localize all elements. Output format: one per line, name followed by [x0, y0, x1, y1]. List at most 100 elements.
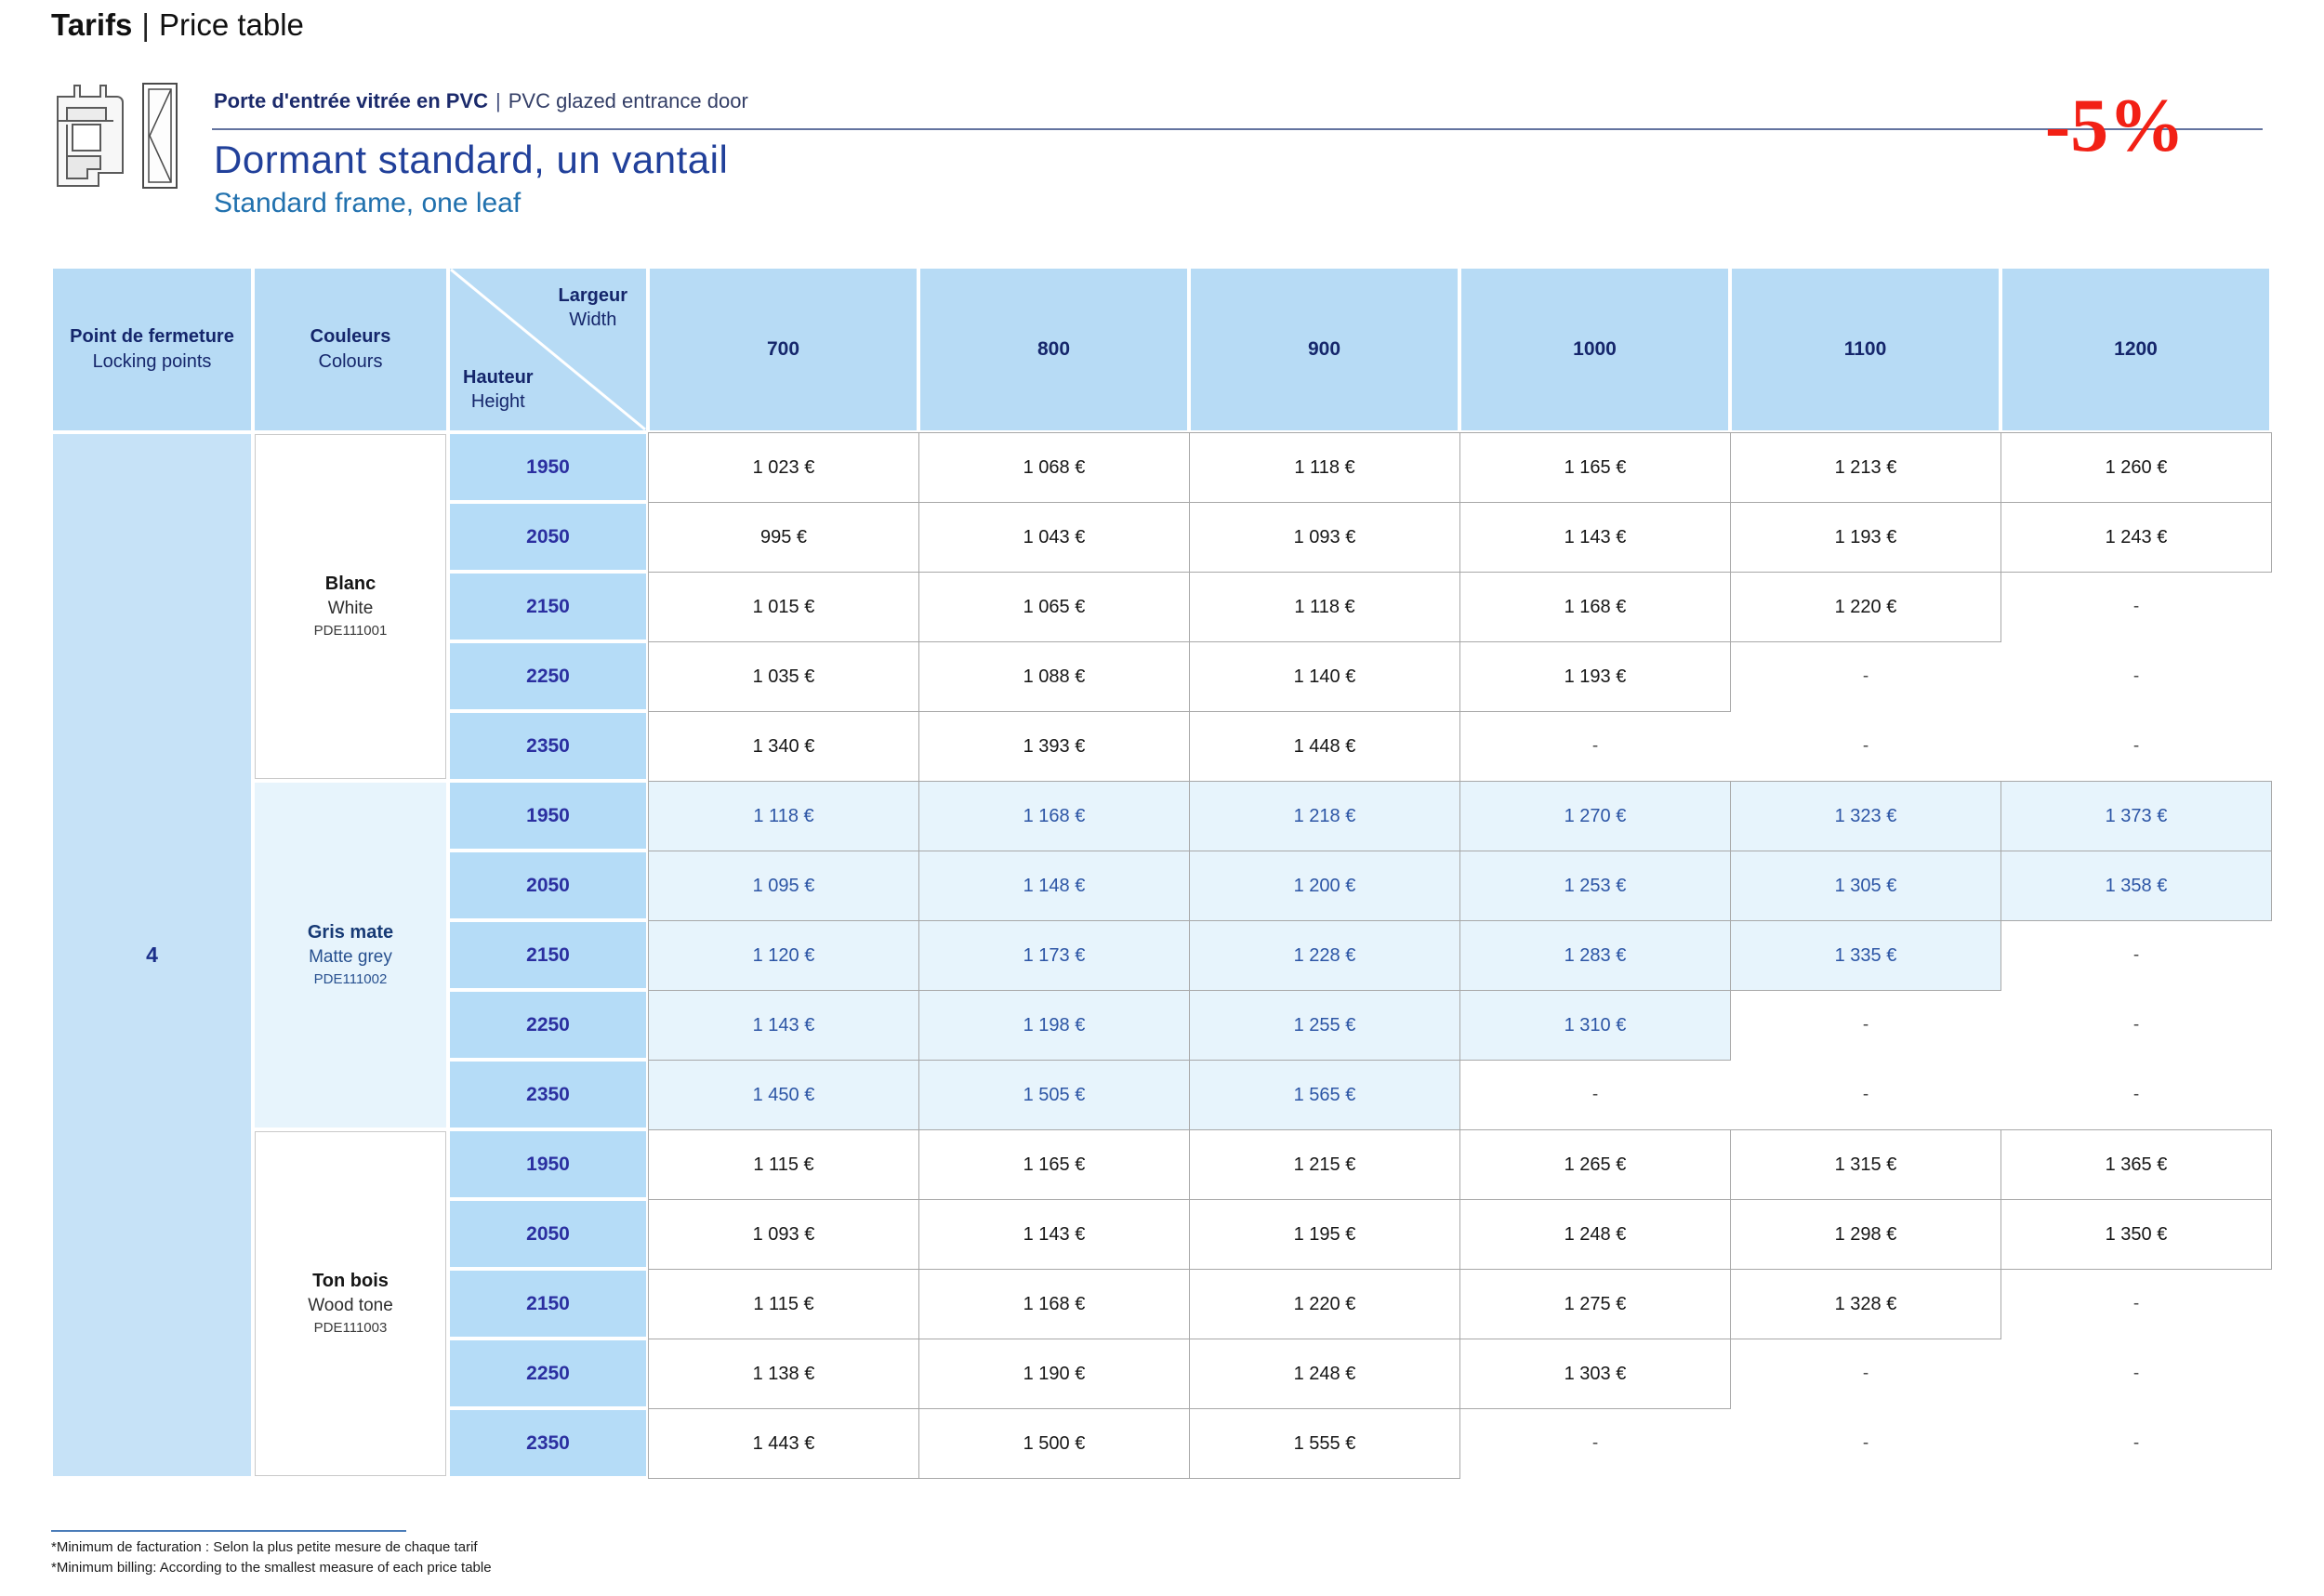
- door-profile-section-icon: [57, 85, 124, 187]
- height-label-fr: Hauteur: [463, 367, 534, 388]
- height-cell-2250: 2250: [450, 1340, 646, 1406]
- variant-title-en: Standard frame, one leaf: [214, 188, 522, 218]
- product-name-separator: |: [495, 89, 501, 112]
- price-cell: 1 218 €: [1189, 781, 1460, 851]
- price-cell: 1 088 €: [918, 641, 1190, 712]
- page-title-fr: Tarifs: [51, 7, 133, 42]
- empty-price-cell: -: [2133, 1364, 2140, 1383]
- height-label-en: Height: [470, 391, 525, 412]
- price-cell: 1 565 €: [1189, 1060, 1460, 1130]
- width-header-900: 900: [1191, 269, 1458, 430]
- price-cell: 1 448 €: [1189, 711, 1460, 782]
- price-cell: 1 190 €: [918, 1339, 1190, 1409]
- empty-price-cell: -: [2133, 736, 2140, 756]
- price-cell: 1 323 €: [1730, 781, 2001, 851]
- price-cell: 995 €: [648, 502, 919, 573]
- price-cell: 1 340 €: [648, 711, 919, 782]
- width-header-800: 800: [920, 269, 1187, 430]
- price-cell: 1 328 €: [1730, 1269, 2001, 1339]
- price-cell: 1 068 €: [918, 432, 1190, 503]
- price-cell: 1 265 €: [1459, 1129, 1731, 1200]
- product-name-fr: Porte d'entrée vitrée en PVC: [214, 89, 489, 112]
- color-name-fr: Ton bois: [312, 1271, 389, 1292]
- color-name-fr: Gris mate: [307, 922, 394, 943]
- price-cell: 1 035 €: [648, 641, 919, 712]
- price-cell: 1 283 €: [1459, 920, 1731, 991]
- price-cell: 1 310 €: [1459, 990, 1731, 1061]
- empty-price-cell: -: [1862, 666, 1869, 686]
- color-cell-pde111002: Gris mate Matte grey PDE111002: [255, 783, 446, 1128]
- price-cell: 1 015 €: [648, 572, 919, 642]
- locking-points-header-fr: Point de fermeture: [70, 326, 234, 347]
- price-cell: 1 365 €: [2000, 1129, 2272, 1200]
- height-cell-2050: 2050: [450, 1201, 646, 1267]
- product-name-line: Porte d'entrée vitrée en PVC | PVC glazed …: [214, 89, 748, 113]
- empty-price-cell: -: [1862, 1015, 1869, 1035]
- empty-price-cell: -: [1862, 1433, 1869, 1453]
- empty-price-cell: -: [1862, 736, 1869, 756]
- height-cell-2150: 2150: [450, 922, 646, 988]
- header-divider-line: [212, 128, 2263, 130]
- price-cell: 1 358 €: [2000, 851, 2272, 921]
- price-cell: 1 093 €: [1189, 502, 1460, 573]
- price-cell: 1 118 €: [1189, 432, 1460, 503]
- colours-header: Couleurs Colours: [255, 269, 446, 430]
- footnote-rule: [51, 1530, 406, 1532]
- price-cell: 1 255 €: [1189, 990, 1460, 1061]
- color-cell-pde111003: Ton bois Wood tone PDE111003: [255, 1131, 446, 1476]
- price-cell: 1 450 €: [648, 1060, 919, 1130]
- empty-price-cell: -: [2133, 666, 2140, 686]
- empty-price-cell: -: [1591, 1085, 1599, 1104]
- price-cell: 1 275 €: [1459, 1269, 1731, 1339]
- color-code: PDE111003: [313, 1320, 388, 1337]
- color-name-fr: Blanc: [324, 574, 376, 595]
- width-label-fr: Largeur: [558, 285, 627, 306]
- price-cell: 1 555 €: [1189, 1408, 1460, 1479]
- price-cell: 1 315 €: [1730, 1129, 2001, 1200]
- color-name-en: Wood tone: [308, 1296, 393, 1316]
- height-cell-1950: 1950: [450, 434, 646, 500]
- price-cell: 1 023 €: [648, 432, 919, 503]
- width-header-1100: 1100: [1732, 269, 1999, 430]
- width-label-en: Width: [569, 310, 617, 330]
- door-technical-drawing-icon: [57, 83, 178, 189]
- height-cell-2050: 2050: [450, 504, 646, 570]
- color-name-en: White: [327, 599, 374, 619]
- price-cell: 1 195 €: [1189, 1199, 1460, 1270]
- height-axis-label: Hauteur Height: [463, 365, 534, 414]
- price-cell: 1 335 €: [1730, 920, 2001, 991]
- price-cell: 1 143 €: [918, 1199, 1190, 1270]
- price-cell: 1 243 €: [2000, 502, 2272, 573]
- price-cell: 1 173 €: [918, 920, 1190, 991]
- price-cell: 1 373 €: [2000, 781, 2272, 851]
- page-title: Tarifs | Price table: [51, 7, 304, 43]
- colours-header-en: Colours: [318, 351, 383, 372]
- height-cell-2350: 2350: [450, 1062, 646, 1128]
- variant-title-fr: Dormant standard, un vantail: [214, 138, 729, 181]
- price-cell: 1 200 €: [1189, 851, 1460, 921]
- empty-price-cell: -: [1862, 1085, 1869, 1104]
- price-cell: 1 118 €: [648, 781, 919, 851]
- price-cell: 1 220 €: [1730, 572, 2001, 642]
- height-cell-2350: 2350: [450, 1410, 646, 1476]
- door-leaf-icon: [142, 83, 178, 189]
- price-cell: 1 248 €: [1189, 1339, 1460, 1409]
- price-cell: 1 193 €: [1730, 502, 2001, 573]
- empty-price-cell: -: [2133, 1433, 2140, 1453]
- price-cell: 1 168 €: [1459, 572, 1731, 642]
- color-cell-pde111001: Blanc White PDE111001: [255, 434, 446, 779]
- page-title-en: Price table: [159, 7, 304, 42]
- product-name-en: PVC glazed entrance door: [508, 89, 748, 112]
- price-cell: 1 138 €: [648, 1339, 919, 1409]
- color-name-en: Matte grey: [309, 947, 392, 968]
- price-cell: 1 298 €: [1730, 1199, 2001, 1270]
- price-cell: 1 143 €: [1459, 502, 1731, 573]
- empty-price-cell: -: [2133, 1294, 2140, 1313]
- footnote-fr: *Minimum de facturation : Selon la plus …: [51, 1539, 478, 1555]
- price-cell: 1 215 €: [1189, 1129, 1460, 1200]
- price-cell: 1 248 €: [1459, 1199, 1731, 1270]
- price-cell: 1 253 €: [1459, 851, 1731, 921]
- empty-price-cell: -: [1591, 1433, 1599, 1453]
- locking-points-value: 4: [53, 434, 251, 1476]
- height-cell-2150: 2150: [450, 1271, 646, 1337]
